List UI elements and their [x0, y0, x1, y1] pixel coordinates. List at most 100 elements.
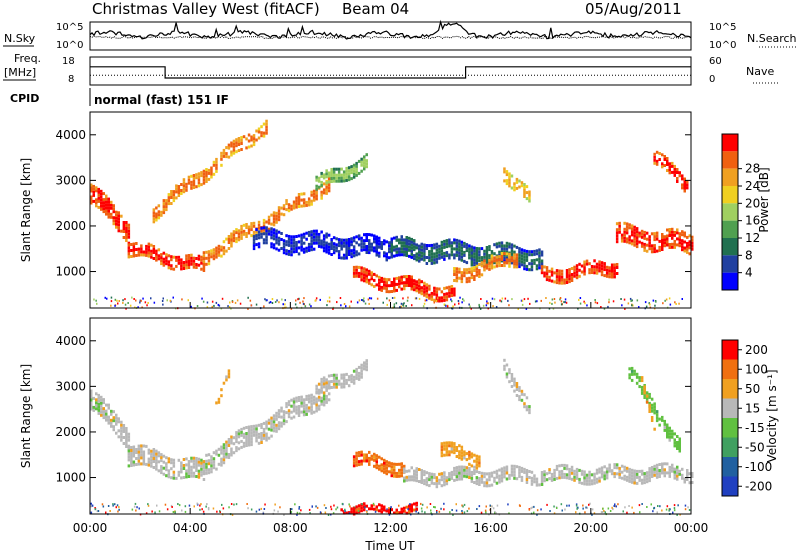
power-cell [257, 223, 261, 227]
power-cell [645, 237, 649, 241]
power-cell [317, 238, 321, 242]
velocity-cell [668, 435, 671, 439]
power-speckle [265, 299, 267, 302]
velocity-cell [568, 470, 571, 474]
power-cell [605, 274, 609, 278]
velocity-cell [332, 376, 336, 380]
power-speckle [110, 304, 112, 307]
power-cell [190, 180, 193, 184]
power-speckle [118, 300, 120, 302]
velocity-cell [170, 467, 173, 471]
velocity-cell [495, 472, 499, 476]
power-cell [115, 222, 118, 226]
velocity-cell [671, 435, 674, 439]
velocity-speckle [309, 512, 311, 515]
velocity-cell [175, 476, 178, 480]
power-cell [615, 228, 619, 232]
velocity-speckle [434, 506, 436, 509]
velocity-cell [150, 455, 153, 459]
power-cell [663, 238, 666, 242]
velocity-cell [495, 469, 499, 473]
power-cell [332, 251, 336, 255]
power-cell [658, 158, 661, 161]
velocity-cell [355, 457, 358, 461]
power-cell [613, 266, 616, 270]
power-cell [325, 172, 328, 176]
power-cell [355, 253, 358, 257]
velocity-cell [598, 479, 601, 483]
power-cell [152, 217, 156, 221]
velocity-cell [413, 502, 416, 506]
power-cell [583, 269, 586, 273]
power-cell [187, 257, 191, 260]
power-cell [342, 238, 346, 242]
velocity-cell [225, 443, 228, 447]
power-cell [227, 155, 231, 159]
velocity-cell [212, 460, 216, 464]
power-cell [312, 192, 316, 196]
power-cell [463, 259, 466, 263]
power-cell [688, 234, 691, 238]
power-cell [365, 236, 368, 239]
velocity-speckle [519, 505, 521, 507]
velocity-cell [360, 375, 363, 379]
power-cell [683, 183, 686, 187]
power-speckle [457, 300, 460, 302]
velocity-cell [272, 420, 276, 424]
velocity-cell [360, 450, 363, 454]
power-speckle [422, 305, 425, 308]
power-cell [688, 252, 691, 256]
velocity-cell [267, 418, 271, 422]
power-cell [520, 251, 524, 255]
velocity-speckle [164, 503, 167, 506]
power-cell [408, 275, 411, 278]
power-speckle [436, 297, 439, 300]
velocity-cell [290, 404, 293, 408]
power-speckle [552, 307, 555, 310]
velocity-cell [488, 478, 491, 482]
velocity-cell [480, 480, 484, 484]
power-colorbar-swatch [722, 168, 738, 186]
power-cell [610, 272, 614, 276]
power-cell [485, 246, 489, 249]
velocity-cell [618, 469, 621, 473]
velocity-cell [132, 454, 136, 458]
power-cell [415, 258, 418, 262]
velocity-cell [177, 470, 181, 474]
power-cell [573, 268, 576, 272]
power-cell [678, 238, 681, 242]
velocity-cell [187, 472, 191, 475]
power-cell [678, 241, 681, 245]
power-cell [330, 244, 333, 247]
velocity-cell [640, 385, 644, 389]
power-speckle [308, 303, 311, 306]
velocity-speckle [273, 509, 276, 512]
power-cell [352, 175, 356, 179]
power-cell [207, 262, 211, 266]
power-cell [450, 288, 454, 291]
power-cell [433, 286, 436, 290]
power-cell [678, 235, 681, 239]
power-cell [270, 213, 273, 217]
power-cell [453, 253, 456, 257]
velocity-cell [360, 372, 363, 376]
velocity-speckle [415, 510, 417, 513]
velocity-cell [100, 413, 103, 417]
power-cell [370, 233, 373, 237]
velocity-cell [247, 434, 251, 438]
power-cell [160, 253, 163, 257]
power-speckle [221, 297, 224, 300]
power-cell [232, 151, 236, 155]
velocity-cell [360, 366, 363, 370]
velocity-cell [92, 408, 95, 412]
velocity-cell [455, 455, 459, 458]
velocity-cell [112, 410, 115, 414]
velocity-cell [242, 444, 246, 448]
velocity-cell [300, 404, 303, 408]
power-cell [165, 259, 168, 263]
velocity-cell [320, 377, 323, 381]
power-cell [327, 245, 331, 249]
power-cell [483, 259, 486, 263]
velocity-cell [683, 477, 686, 481]
velocity-cell [155, 461, 158, 465]
